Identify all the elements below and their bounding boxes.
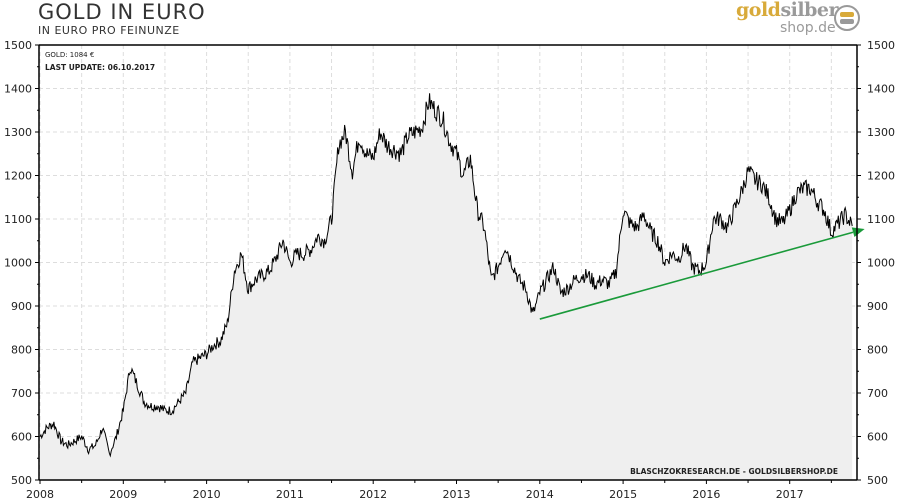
x-tick-label: 2015 — [609, 488, 637, 501]
y-tick-label-right: 800 — [867, 344, 888, 357]
y-tick-label-left: 600 — [11, 431, 32, 444]
y-tick-label-left: 700 — [11, 387, 32, 400]
y-tick-label-left: 1400 — [4, 83, 32, 96]
x-tick-label: 2016 — [692, 488, 720, 501]
logo-text-silver: silber — [780, 0, 838, 21]
axes: 500 500 600 600 700 700 800 800 900 900 1000 1000 11… — [4, 39, 895, 501]
y-tick-label-right: 1200 — [867, 170, 895, 183]
chart-subtitle: IN EURO PRO FEINUNZE — [38, 24, 180, 37]
logo-text-gold: gold — [736, 0, 781, 21]
x-tick-label: 2012 — [359, 488, 387, 501]
y-tick-label-right: 1300 — [867, 126, 895, 139]
x-tick-label: 2017 — [776, 488, 804, 501]
y-tick-label-left: 800 — [11, 344, 32, 357]
chart-title: GOLD IN EURO — [38, 0, 206, 24]
y-tick-label-right: 1000 — [867, 257, 895, 270]
x-tick-label: 2011 — [276, 488, 304, 501]
x-tick-label: 2008 — [26, 488, 54, 501]
last-update-label: LAST UPDATE: 06.10.2017 — [45, 63, 155, 72]
y-tick-label-left: 1500 — [4, 39, 32, 52]
trend-arrow-icon — [851, 227, 865, 238]
trend-line — [539, 231, 854, 320]
price-line — [39, 93, 853, 458]
x-tick-label: 2014 — [526, 488, 554, 501]
y-tick-label-left: 900 — [11, 300, 32, 313]
y-tick-label-right: 500 — [867, 474, 888, 487]
y-tick-label-left: 500 — [11, 474, 32, 487]
y-tick-label-right: 1500 — [867, 39, 895, 52]
gold-current-label: GOLD: 1084 € — [45, 51, 94, 59]
x-tick-label: 2009 — [109, 488, 137, 501]
y-tick-label-left: 1000 — [4, 257, 32, 270]
price-area — [40, 93, 853, 481]
credit-label: BLASCHZOKRESEARCH.DE - GOLDSILBERSHOP.DE — [630, 467, 838, 476]
y-tick-label-right: 700 — [867, 387, 888, 400]
y-tick-label-left: 1200 — [4, 170, 32, 183]
y-tick-label-right: 1400 — [867, 83, 895, 96]
goldsilbershop-logo: goldsilber shop.de — [736, 0, 864, 38]
x-tick-label: 2010 — [193, 488, 221, 501]
y-tick-label-left: 1300 — [4, 126, 32, 139]
logo-text-domain: shop.de — [780, 20, 836, 36]
logo-coin-icon — [834, 5, 860, 31]
y-tick-label-left: 1100 — [4, 213, 32, 226]
x-tick-label: 2013 — [443, 488, 471, 501]
y-tick-label-right: 900 — [867, 300, 888, 313]
y-tick-label-right: 600 — [867, 431, 888, 444]
y-tick-label-right: 1100 — [867, 213, 895, 226]
